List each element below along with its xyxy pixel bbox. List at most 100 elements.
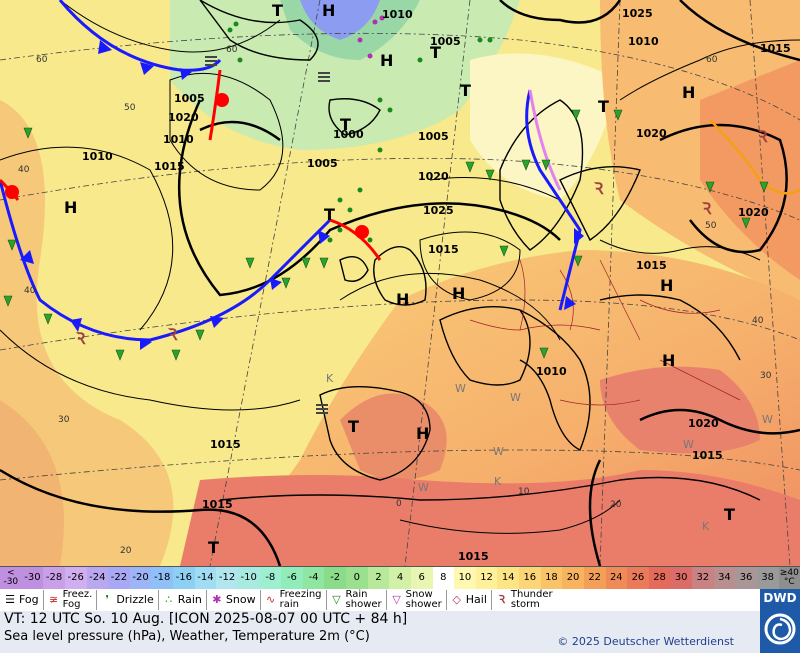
pressure-label: 1015 [760,42,791,55]
weather-code-label: K [326,372,334,385]
system-label: H [380,51,393,70]
system-label: T [208,538,219,557]
rain-symbols [227,21,493,243]
system-label: H [660,276,673,295]
scale-cell: -30 [21,567,44,589]
weather-code-label: K [494,475,502,488]
graticule-label: 30 [58,415,70,425]
weather-map: Ꝛ Ꝛ Ꝛ Ꝛ Ꝛ 1010 1005 1025 1010 1005 1015 … [0,0,800,566]
graticule-label: 20 [120,546,132,556]
pressure-label: 1015 [202,498,233,511]
pressure-label: 1010 [82,150,113,163]
scale-cell: 20 [562,567,584,589]
occluded-front [528,89,562,191]
legend-label: Rain shower [345,589,382,610]
cold-front-scandinavia [525,89,582,311]
dwd-logo: DWD [760,589,800,653]
pressure-label: 1015 [154,160,185,173]
legend-item-freezing-fog: ≆ Freez. Fog [44,590,98,610]
scale-cell: -18 [151,567,173,589]
system-label: T [348,417,359,436]
legend-label: Snow [225,593,256,606]
pressure-label: 1010 [382,8,413,21]
rain-shower-icon: ▽ [332,593,341,606]
scale-cell: 14 [497,567,519,589]
graticule-label-group: 60 50 60 40 40 30 20 0 10 20 30 40 50 60 [18,45,772,556]
svg-text:Ꝛ: Ꝛ [593,179,604,198]
scale-cell: 18 [540,567,563,589]
legend-label: Freezing rain [279,589,322,610]
scale-cell: -16 [173,567,195,589]
snow-shower-icon: ▽ [392,593,401,606]
coastlines [199,0,761,501]
weather-code-label: W [510,391,521,404]
north-africa-hot [180,470,800,566]
pressure-label: 1015 [210,438,241,451]
scale-cell: 28 [648,567,671,589]
svg-text:Ꝛ: Ꝛ [757,127,768,146]
map-footer: VT: 12 UTC So. 10 Aug. [ICON 2025-08-07 … [0,611,760,653]
cold-front-atlantic [0,179,332,342]
pressure-label: 1015 [636,259,667,272]
svg-text:Ꝛ: Ꝛ [167,325,178,344]
system-label-group: H T T H T T H T H H H H T H T T H T [64,1,735,557]
system-label: H [662,351,675,370]
pressure-label: 1000 [333,128,364,141]
legend-item-rain: ∴ Rain [159,590,207,610]
weather-code-label: W [762,413,773,426]
copyright: © 2025 Deutscher Wetterdienst [557,635,734,648]
scale-cell: -12 [216,567,238,589]
pressure-label: 1005 [430,35,461,48]
pressure-label: 1020 [688,417,719,430]
hail-icon: ◇ [452,593,461,606]
drizzle-icon: ❜ [105,593,110,606]
legend-label: Fog [19,593,39,606]
system-label: H [416,424,429,443]
system-label: H [452,284,465,303]
scale-cell-max: ≥40 °C [778,567,800,589]
weather-code-label: K [702,520,710,533]
freezing-fog-icon: ≆ [49,593,59,606]
pressure-label: 1005 [174,92,205,105]
pressure-label: 1025 [622,7,653,20]
weather-code-label: W [493,445,504,458]
svg-text:Ꝛ: Ꝛ [75,329,86,348]
scale-cell: 24 [605,567,628,589]
pressure-label: 1015 [692,449,723,462]
scale-cell: 8 [432,567,455,589]
system-label: H [64,198,77,217]
weather-legend: ☰ Fog ≆ Freez. Fog ❜ Drizzle ∴ Rain ✱ Sn… [0,589,760,611]
pressure-label: 1005 [307,157,338,170]
graticule-label: 60 [706,55,718,65]
fog-symbols [205,56,330,414]
weather-code-label: W [455,382,466,395]
scale-cell: 6 [410,567,433,589]
system-label: T [724,505,735,524]
thunderstorm-icon: Ꝛ [498,593,506,606]
scale-cell: -2 [324,567,346,589]
legend-label: Thunder storm [510,589,553,610]
graticule-label: 30 [760,371,772,381]
legend-item-freezing-rain: ∿ Freezing rain [261,590,327,610]
valid-time: VT: 12 UTC So. 10 Aug. [ICON 2025-08-07 … [4,611,408,627]
iberia-hot [340,393,447,480]
scale-cell: -26 [64,567,87,589]
graticule-label: 20 [610,500,622,510]
legend-label: Freez. Fog [62,589,93,610]
cold-front-north [58,0,222,72]
scale-cell: -24 [86,567,109,589]
legend-label: Rain [177,593,202,606]
pressure-label: 1020 [418,170,449,183]
graticule-label: 40 [18,165,30,175]
scale-cell: -6 [281,567,303,589]
system-label: T [430,43,441,62]
scale-cell: 2 [367,567,390,589]
pressure-label: 1010 [163,133,194,146]
scale-cell: 10 [454,567,476,589]
scale-cell: -28 [43,567,65,589]
dwd-logo-text: DWD [763,591,797,605]
legend-item-drizzle: ❜ Drizzle [97,590,159,610]
temperature-scale: < -30 -30 -28 -26 -24 -22 -20 -18 -16 -14 -12 -10 -8-… [0,566,800,589]
graticule-label: 10 [518,487,530,497]
system-label: T [460,81,471,100]
